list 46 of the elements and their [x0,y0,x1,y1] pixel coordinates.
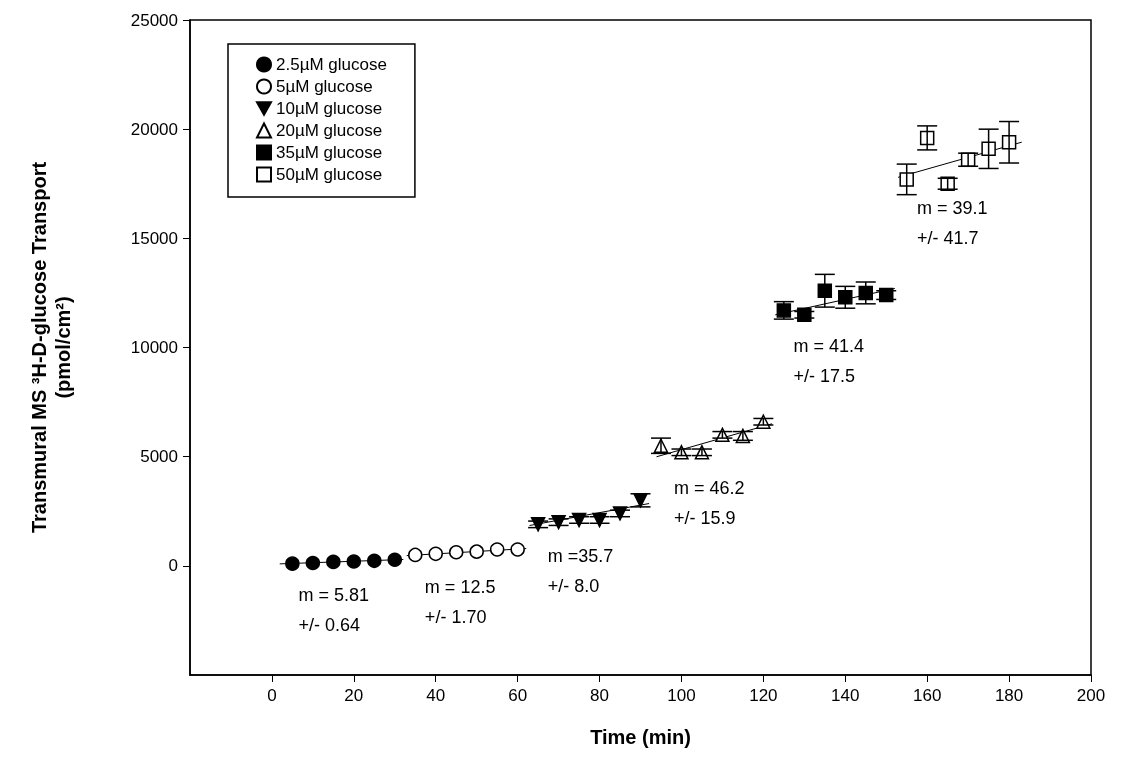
legend-label: 2.5µM glucose [276,55,387,74]
x-tick-label: 100 [667,686,696,705]
legend-label: 50µM glucose [276,165,383,184]
annotation: m =35.7 +/- 8.0 [547,546,614,597]
point [448,545,464,560]
x-tick-label: 20 [344,686,364,705]
point [469,544,484,559]
point [285,556,300,571]
y-tick-label: 10000 [130,338,178,357]
point [387,552,403,567]
x-tick-label: 180 [994,686,1024,705]
point [367,553,382,569]
x-tick-label: 40 [426,686,446,705]
y-tick-label: 25000 [130,10,178,30]
y-axis-title: Transmural MS ³H-D-glucose Transport (pmol/cm²) [28,161,74,534]
annotation: m = 46.2 +/- 15.9 [674,477,745,528]
point [408,547,423,563]
x-tick-label: 140 [831,686,860,705]
point [899,172,914,187]
x-tick-label: 0 [267,686,277,705]
point [981,141,996,157]
point [346,554,362,569]
legend-label: 5µM glucose [276,77,373,96]
point [489,542,505,557]
x-tick-label: 80 [590,686,610,705]
x-axis-title: Time (min) [590,726,691,748]
y-tick-label: 15000 [130,228,178,248]
annotation: m = 41.4 +/- 17.5 [793,335,865,386]
legend-label: 10µM glucose [276,99,383,118]
x-tick-label: 160 [912,686,942,705]
point [428,546,443,562]
annotation: m = 12.5 +/- 1.70 [424,576,496,627]
annotation: m = 39.1 +/- 41.7 [916,198,988,249]
legend-label: 20µM glucose [276,121,383,140]
y-tick-label: 20000 [130,119,178,139]
point [305,555,321,571]
x-tick-label: 200 [1076,686,1106,705]
point [510,542,525,557]
x-tick-label: 60 [508,686,528,705]
y-tick-label: 5000 [140,447,178,467]
legend-label: 35µM glucose [276,143,383,162]
annotation: m = 5.81 +/- 0.64 [298,584,370,635]
point [838,290,853,305]
point [326,554,341,570]
y-tick-label: 0 [168,556,178,576]
x-tick-label: 120 [749,686,778,705]
